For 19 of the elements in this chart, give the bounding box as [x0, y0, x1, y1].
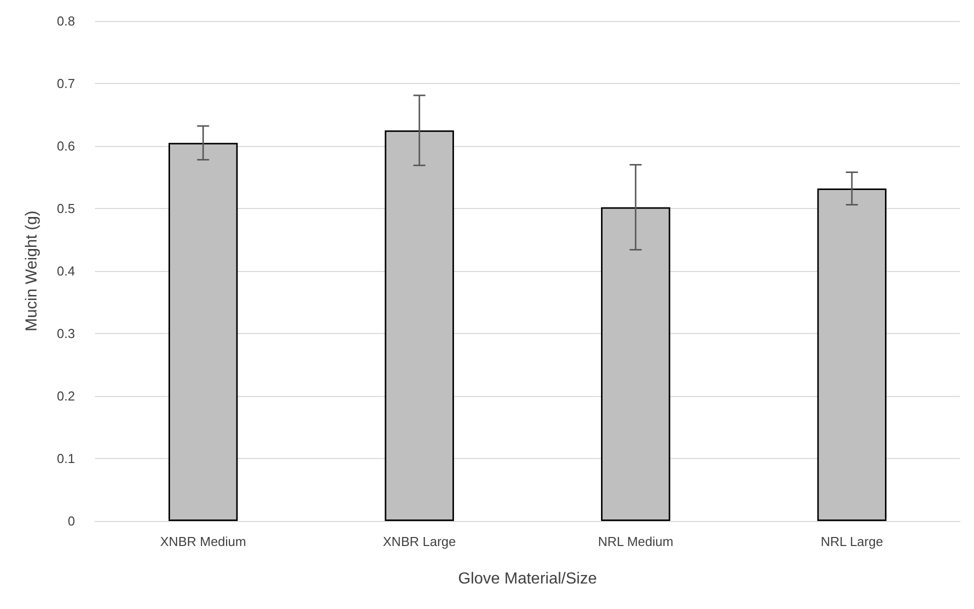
bar	[601, 207, 670, 521]
y-tick-label: 0.4	[56, 264, 75, 278]
y-tick-label: 0.7	[56, 76, 75, 91]
x-tick-label: NRL Medium	[598, 534, 674, 549]
bar	[384, 130, 454, 521]
y-tick-label: 0.6	[56, 138, 75, 154]
y-tick-label: 0.2	[56, 388, 75, 404]
y-tick-label: 0.1	[56, 451, 75, 466]
x-tick-label: NRL Large	[820, 534, 884, 549]
x-tick-label: XNBR Medium	[160, 534, 246, 549]
bar	[817, 188, 886, 521]
bar	[168, 142, 238, 521]
y-axis-title: Mucin Weight (g)	[24, 210, 40, 332]
y-tick-label: 0	[68, 514, 75, 528]
y-tick-label: 0.5	[56, 201, 75, 216]
y-tick-label: 0.3	[56, 326, 75, 341]
y-tick-label: 0.8	[56, 14, 75, 28]
x-tick-label: XNBR Large	[382, 534, 456, 549]
x-axis-title: Glove Material/Size	[458, 570, 597, 588]
